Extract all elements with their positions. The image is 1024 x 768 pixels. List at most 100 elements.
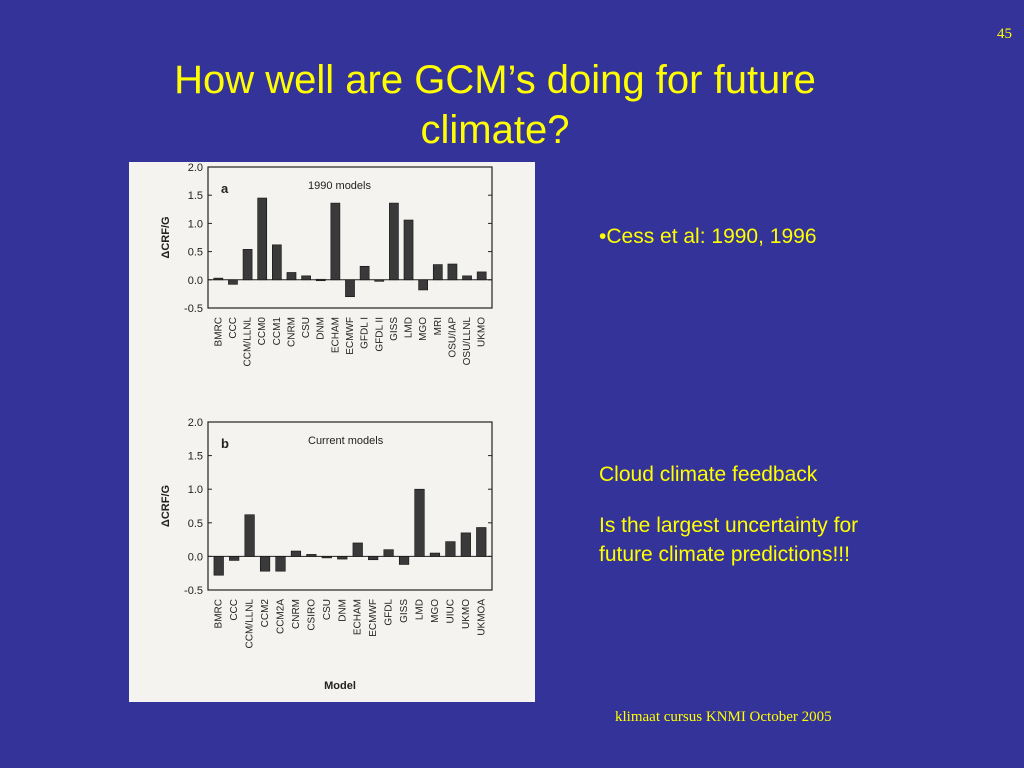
bar-ccc — [229, 556, 240, 561]
y-tick-label: 0.0 — [188, 275, 203, 287]
slide-title: How well are GCM’s doing for future clim… — [174, 58, 816, 152]
category-label: CCM/LLNL — [245, 599, 256, 649]
y-tick-label: 0.5 — [188, 518, 203, 530]
category-label: BMRC — [213, 317, 224, 346]
category-label: CCM2 — [260, 599, 271, 628]
category-label: ECMWF — [368, 599, 379, 637]
panel-title: 1990 models — [308, 180, 371, 192]
category-label: DNM — [316, 317, 327, 340]
category-label: LMD — [404, 317, 415, 338]
bar-dnm — [337, 556, 348, 560]
category-label: LMD — [415, 599, 426, 620]
bar-csiro — [306, 554, 317, 557]
category-label: MRI — [433, 317, 444, 335]
category-label: ECHAM — [353, 599, 364, 635]
bar-ukmoa — [476, 527, 487, 557]
bar-csu — [301, 275, 311, 281]
bar-ccm-llnl — [244, 514, 255, 557]
y-tick-label: 1.0 — [188, 484, 203, 496]
category-label: CNRM — [291, 599, 302, 629]
category-label: CSIRO — [306, 599, 317, 631]
bar-mgo — [429, 552, 441, 557]
y-tick-label: 1.5 — [188, 451, 203, 463]
bar-ecmwf — [368, 556, 379, 561]
category-label: UKMO — [477, 317, 488, 347]
y-axis-label: ΔCRF/G — [160, 216, 172, 258]
bar-ccc — [228, 279, 238, 285]
bar-csu — [321, 556, 332, 559]
bar-gfdl — [383, 549, 394, 557]
category-label: OSU/IAP — [447, 317, 458, 358]
category-label: MGO — [418, 317, 429, 341]
panel-letter: a — [221, 181, 229, 196]
category-label: CCM2A — [276, 599, 287, 634]
bar-lmd — [403, 219, 414, 281]
bar-bmrc — [213, 277, 224, 281]
bar-bmrc — [213, 556, 224, 576]
category-label: GFDL — [384, 599, 395, 626]
category-label: MGO — [430, 599, 441, 623]
chart-panel-b: 2.0 1.5 1.0 0.5 0.0 -0.5 ΔCRF/G b Current models… — [160, 417, 493, 692]
chart-panel-a: 2.0 1.5 1.0 0.5 0.0 -0.5 ΔCRF/G a 1990 models BMR… — [160, 162, 493, 367]
bar-ccm0 — [257, 197, 268, 281]
bar-ukmo — [460, 532, 471, 557]
bar-cnrm — [290, 550, 302, 557]
x-axis-label: Model — [324, 680, 356, 692]
y-tick-label: 2.0 — [188, 417, 203, 429]
slide-number: 45 — [997, 26, 1012, 42]
category-label: ECMWF — [345, 317, 356, 355]
bar-osu-llnl — [462, 275, 472, 281]
category-label: GFDL II — [374, 317, 385, 352]
panel-title: Current models — [308, 435, 384, 447]
category-label: UIUC — [445, 599, 456, 623]
bar-echam — [352, 542, 363, 557]
bar-echam — [330, 202, 341, 281]
feedback-heading: Cloud climate feedback — [599, 463, 818, 486]
category-label: CNRM — [286, 317, 297, 347]
category-label: UKMOA — [476, 599, 487, 636]
bar-giss — [389, 202, 399, 281]
category-label: CSU — [322, 599, 333, 620]
category-label: BMRC — [214, 599, 225, 628]
bar-ecmwf — [345, 279, 355, 298]
category-label: CCM0 — [257, 317, 268, 346]
bar-ukmo — [476, 271, 487, 281]
bar-dnm — [315, 278, 326, 282]
plot-frame — [207, 166, 493, 309]
bar-gfdl-ii — [374, 279, 385, 282]
bar-ccm2 — [259, 556, 271, 572]
y-axis-label: ΔCRF/G — [160, 485, 172, 527]
category-label: GISS — [389, 317, 400, 341]
bar-uiuc — [445, 541, 456, 557]
category-label: DNM — [337, 599, 348, 622]
category-label: CCM1 — [272, 317, 283, 346]
panel-letter: b — [221, 436, 229, 451]
category-label: CCC — [229, 599, 240, 621]
bar-ccm-llnl — [242, 249, 253, 281]
category-label: CSU — [301, 317, 312, 338]
bar-charts: 2.0 1.5 1.0 0.5 0.0 -0.5 ΔCRF/G a 1990 models BMR… — [160, 162, 493, 692]
category-label: OSU/LLNL — [462, 317, 473, 366]
bar-mgo — [418, 279, 428, 291]
chart-figure: 2.0 1.5 1.0 0.5 0.0 -0.5 ΔCRF/G a 1990 models BMR… — [129, 162, 535, 702]
bar-ccm2a — [275, 556, 286, 572]
bar-cnrm — [286, 272, 297, 281]
category-label: CCM/LLNL — [243, 317, 254, 367]
bar-osu-iap — [447, 263, 458, 281]
y-tick-label: 1.0 — [188, 218, 203, 230]
y-tick-label: 1.5 — [188, 190, 203, 202]
citation-bullet: •Cess et al: 1990, 1996 — [599, 225, 817, 248]
bar-giss — [398, 556, 410, 565]
bar-lmd — [414, 488, 425, 557]
category-label: GFDL I — [360, 317, 371, 349]
bar-ccm1 — [272, 244, 282, 281]
category-label: ECHAM — [330, 317, 341, 353]
plot-frame — [207, 421, 493, 591]
category-label: CCC — [228, 317, 239, 339]
y-tick-label: 0.5 — [188, 247, 203, 259]
bar-mri — [432, 264, 443, 281]
y-tick-label: 2.0 — [188, 162, 203, 174]
bar-gfdl-i — [359, 265, 370, 281]
y-tick-label: -0.5 — [184, 585, 203, 597]
feedback-text: Is the largest uncertainty for future cl… — [599, 514, 859, 566]
